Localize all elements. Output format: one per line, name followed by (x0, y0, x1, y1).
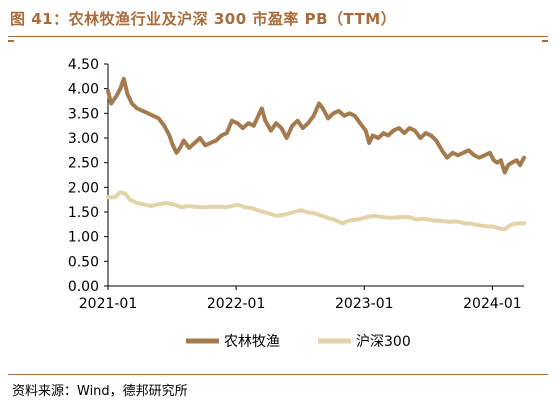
corner-mark-top-right (542, 40, 548, 42)
y-tick-label: 2.00 (68, 180, 99, 196)
source-note: 资料来源：Wind，德邦研究所 (12, 384, 188, 399)
legend-label-2: 沪深300 (356, 334, 411, 350)
footer-divider (8, 374, 548, 375)
y-tick-label: 2.50 (68, 156, 99, 172)
x-tick-label: 2022-01 (207, 296, 266, 312)
figure-title: 图 41：农林牧渔行业及沪深 300 市盈率 PB（TTM） (10, 10, 397, 28)
y-tick-label: 4.50 (68, 57, 99, 73)
series-lines (106, 76, 526, 232)
y-axis: 0.00 0.50 1.00 1.50 2.00 2.50 3.00 3.50 4.00 4.50 (68, 57, 109, 295)
y-tick-label: 1.00 (68, 230, 99, 246)
legend-label-1: 农林牧渔 (224, 334, 280, 350)
series-line-2 (106, 190, 526, 232)
x-tick-label: 2021-01 (79, 296, 138, 312)
y-tick-label: 0.00 (68, 279, 99, 295)
y-tick-label: 0.50 (68, 254, 99, 270)
corner-mark-top-left (8, 40, 14, 42)
series-line-1 (106, 76, 526, 175)
y-tick-label: 1.50 (68, 205, 99, 221)
y-tick-label: 3.00 (68, 131, 99, 147)
x-tick-label: 2023-01 (335, 296, 394, 312)
title-divider (8, 36, 548, 37)
y-tick-label: 4.00 (68, 82, 99, 98)
y-tick-label: 3.50 (68, 106, 99, 122)
x-axis: 2021-01 2022-01 2023-01 2024-01 (79, 285, 524, 312)
legend: 农林牧渔 沪深300 (186, 334, 411, 350)
x-tick-label: 2024-01 (463, 296, 522, 312)
pb-line-chart: 0.00 0.50 1.00 1.50 2.00 2.50 3.00 3.50 4.00 4.50… (68, 57, 526, 350)
